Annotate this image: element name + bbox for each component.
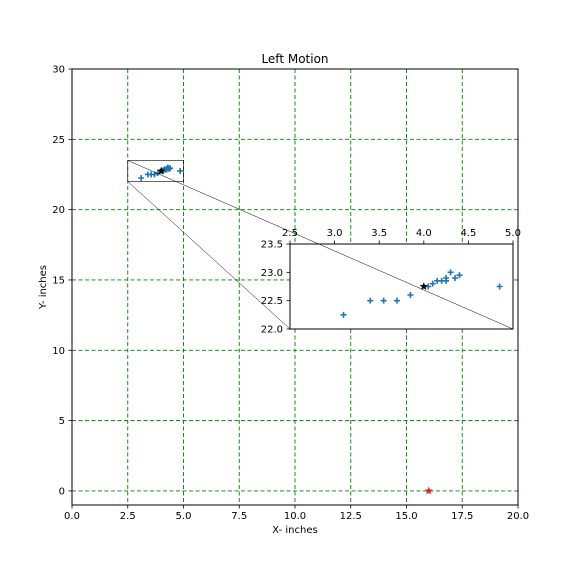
inset-background (290, 244, 513, 329)
inset-data-point (447, 269, 454, 276)
x-tick-label: 12.5 (340, 511, 362, 522)
inset-x-tick-label: 3.0 (327, 228, 343, 239)
inset-y-tick-label: 23.0 (261, 268, 283, 279)
inset-connector-lines (127, 160, 514, 330)
y-tick-label: 0 (59, 486, 65, 497)
y-tick-label: 30 (52, 65, 65, 76)
inset-star-point (419, 282, 429, 291)
inset-data-point (443, 275, 450, 281)
x-tick-label: 17.5 (451, 511, 473, 522)
data-point (138, 175, 145, 181)
inset-data-point (407, 292, 414, 298)
data-point (167, 165, 174, 172)
inset-x-tick-label: 2.5 (282, 228, 298, 239)
x-tick-label: 20.0 (507, 511, 529, 522)
y-tick-label: 5 (59, 416, 65, 427)
inset-axes-frame (289, 243, 514, 330)
inset-data-point (394, 297, 401, 304)
x-axis-label: X- inches (272, 525, 317, 536)
inset-data-point (380, 297, 387, 304)
x-tick-label: 5.0 (176, 511, 192, 522)
inset-y-tick-label: 22.0 (261, 325, 283, 336)
y-tick-label: 10 (52, 346, 65, 357)
star-point (424, 486, 434, 495)
inset-data-point (456, 272, 463, 279)
inset-data-point (452, 275, 459, 281)
y-tick-label: 20 (52, 205, 65, 216)
inset-axes: 2.5 3.0 3.5 4.0 4.5 5.0 22.0 22.5 23.0 23.5 (261, 228, 521, 336)
inset-data-points (340, 269, 503, 318)
x-tick-label: 15.0 (395, 511, 417, 522)
x-tick-label: 7.5 (231, 511, 247, 522)
inset-x-tick-label: 4.0 (416, 228, 432, 239)
star-point (156, 166, 166, 175)
inset-data-point (367, 297, 374, 304)
y-tick-label: 15 (52, 275, 65, 286)
main-axes-frame (71, 68, 519, 506)
chart-title: Left Motion (261, 52, 328, 66)
y-axis-label: Y- inches (38, 265, 49, 310)
inset-x-tick-label: 3.5 (371, 228, 387, 239)
zoom-indicator (127, 160, 184, 182)
main-data-points (138, 164, 434, 495)
inset-x-tick-label: 5.0 (505, 228, 521, 239)
inset-data-point (496, 283, 503, 290)
y-tick-label: 25 (52, 135, 65, 146)
data-point (177, 167, 184, 174)
connector-line (127, 181, 291, 330)
inset-data-point (429, 280, 436, 287)
x-tick-label: 0.0 (64, 511, 80, 522)
x-tick-label: 2.5 (120, 511, 136, 522)
inset-data-point (340, 311, 347, 318)
connector-line (127, 160, 514, 330)
inset-y-tick-label: 22.5 (261, 296, 283, 307)
inset-y-tick-label: 23.5 (261, 240, 283, 251)
zoom-region-box (127, 160, 184, 182)
main-axis-ticks: 0.0 2.5 5.0 7.5 10.0 12.5 15.0 17.5 20.0 0 5 10 15 20… (52, 65, 529, 523)
data-point (151, 171, 158, 178)
x-tick-label: 10.0 (284, 511, 306, 522)
inset-axis-ticks: 2.5 3.0 3.5 4.0 4.5 5.0 22.0 22.5 23.0 23.5 (261, 228, 521, 336)
inset-x-tick-label: 4.5 (460, 228, 476, 239)
